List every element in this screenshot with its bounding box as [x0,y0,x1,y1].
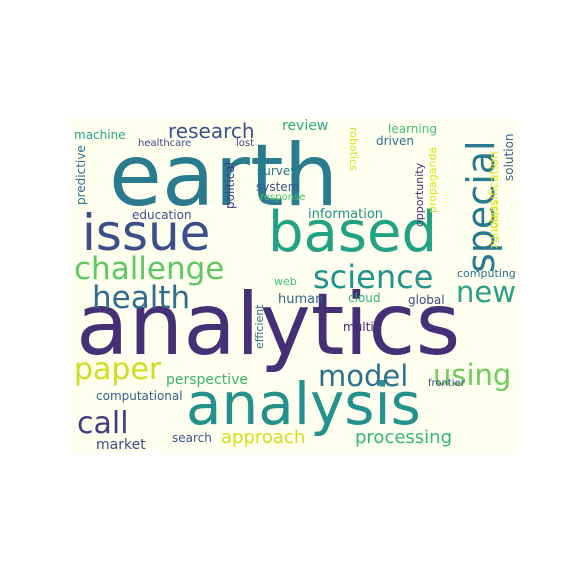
word-survey: survey [257,164,298,178]
word-based: based [268,200,438,265]
word-global: global [408,293,445,307]
word-web: web [274,275,297,288]
word-research: research [168,119,255,143]
word-processing: processing [355,427,453,448]
word-machine: machine [74,128,126,142]
word-propaganda: propaganda [426,146,439,213]
word-scientific: scientific [488,200,501,249]
word-education: education [132,208,192,222]
word-system: system [256,180,300,194]
word-healthcare: healthcare [138,138,192,149]
word-cloud: cloud [348,291,381,305]
word-computing: computing [457,267,516,280]
word-earth: earth [109,126,339,226]
word-science: science [313,258,434,296]
word-learning: learning [388,122,437,136]
word-call: call [77,406,129,441]
word-driven: driven [376,134,414,148]
word-review: review [282,118,329,134]
word-political: political [223,162,237,209]
word-new: new [456,275,516,309]
word-issue: issue [82,204,211,262]
word-lost: lost [236,138,255,149]
word-multi: multi [343,320,374,334]
word-computational: computational [96,389,183,403]
word-response: response [260,192,306,203]
word-approach: approach [221,427,306,448]
word-analysis: analysis [186,370,421,438]
word-using: using [433,358,512,392]
word-model: model [318,359,409,393]
word-efficient: efficient [253,304,266,349]
word-predictive: predictive [74,145,88,205]
word-challenge: challenge [74,251,225,287]
word-health: health [92,280,191,316]
word-information: information [308,207,384,222]
word-analytics: analytics [76,275,461,375]
word-opportunity: opportunity [413,162,426,227]
word-human: human [278,292,324,307]
word-cloud: earth analytics based issue analysis cha… [72,117,518,452]
word-solution: solution [502,133,516,181]
word-perspective: perspective [166,372,249,388]
word-frontier: frontier [428,378,465,389]
word-robotics: robotics [347,127,360,171]
word-market: market [96,437,146,453]
word-paper: paper [74,352,162,387]
word-search: search [172,431,212,445]
